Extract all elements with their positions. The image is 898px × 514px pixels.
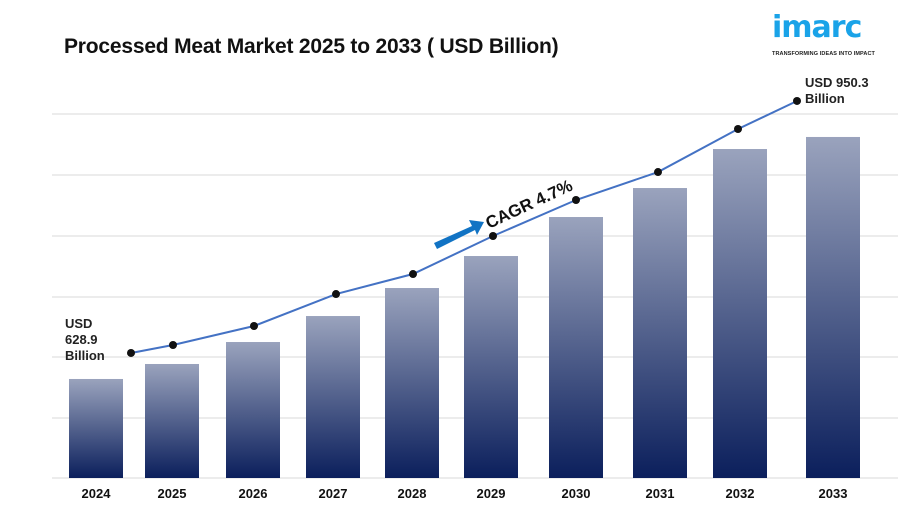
trend-marker-2026 [250,322,258,331]
bar-2033 [806,136,860,478]
x-tick-label: 2030 [562,486,591,501]
trend-marker-2025 [169,340,177,349]
trend-marker-2031 [654,168,662,177]
bar-2026 [226,342,280,478]
end-label-line: Billion [805,91,845,106]
start-label-line: 628.9 [65,332,98,347]
bar-2032 [713,149,767,479]
x-tick-label: 2031 [646,486,675,501]
start-value-label: USD 628.9 Billion [65,316,105,364]
x-tick-label: 2033 [819,486,848,501]
bar-2028 [385,288,439,478]
x-tick-label: 2032 [726,486,755,501]
bar-2029 [464,256,518,478]
trend-marker-2029 [489,232,497,241]
chart-title: Processed Meat Market 2025 to 2033 ( USD… [64,35,559,58]
trend-marker-2027 [332,290,340,299]
trend-marker-2024 [127,348,135,357]
bar-2031 [633,188,687,478]
trend-marker-2033 [793,96,801,105]
bar-2024 [69,378,123,478]
trend-marker-2030 [572,196,580,205]
x-tick-label: 2025 [158,486,187,501]
x-tick-label: 2026 [239,486,268,501]
start-label-line: Billion [65,348,105,363]
trend-marker-2032 [734,125,742,134]
logo-tagline: TRANSFORMING IDEAS INTO IMPACT [772,51,876,57]
imarc-logo: imarc TRANSFORMING IDEAS INTO IMPACT [772,8,892,58]
trend-marker-2028 [409,270,417,279]
bar-2030 [549,217,603,478]
x-tick-label: 2029 [477,486,506,501]
trend-line [130,100,798,354]
bar-2027 [306,316,360,478]
end-label-line: USD 950.3 [805,75,869,90]
x-tick-label: 2027 [319,486,348,501]
cagr-arrow-icon [434,220,484,249]
x-tick-label: 2028 [398,486,427,501]
logo-wordmark: imarc [772,10,862,45]
bar-2025 [145,363,199,478]
start-label-line: USD [65,316,93,331]
end-value-label: USD 950.3 Billion [805,75,869,107]
x-tick-label: 2024 [82,486,112,501]
